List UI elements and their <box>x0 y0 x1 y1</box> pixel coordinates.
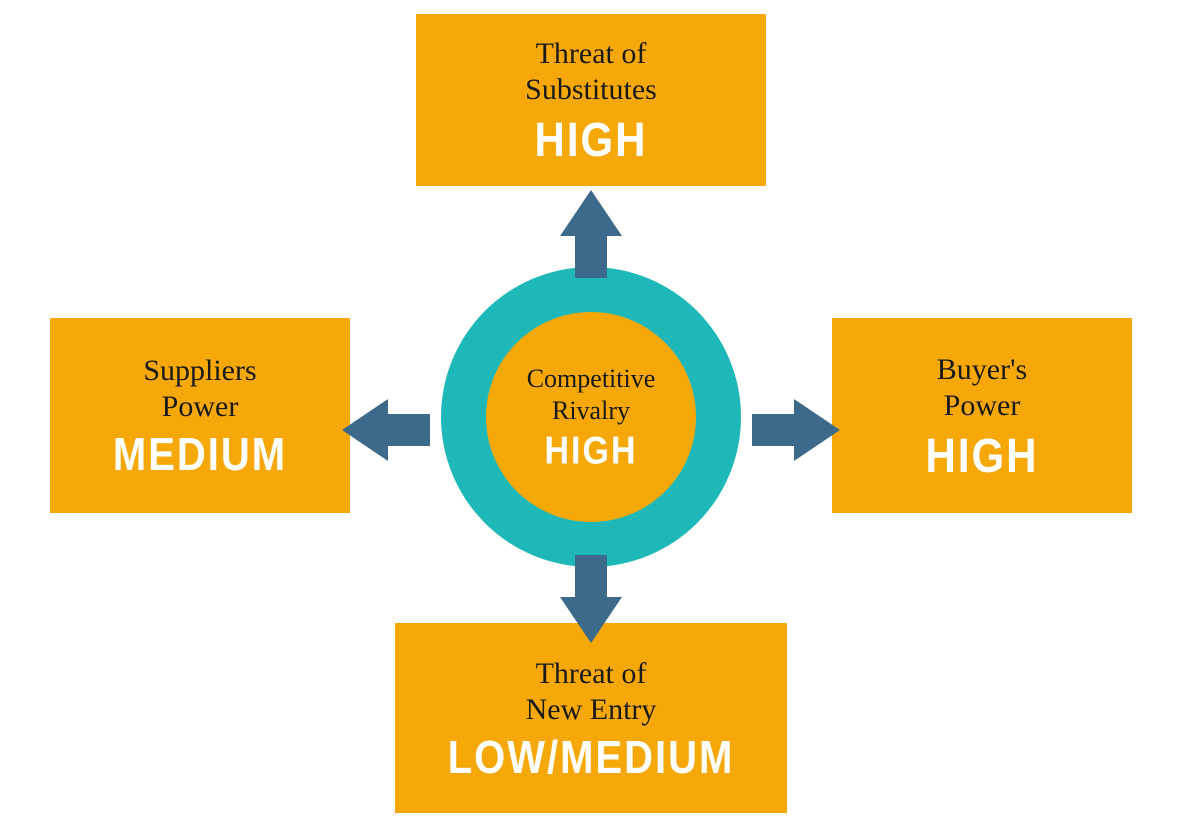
force-top-level: HIGH <box>535 112 648 167</box>
force-bottom-title-line1: Threat of <box>536 657 647 690</box>
force-bottom-title: Threat of New Entry <box>526 656 657 728</box>
force-right-level: HIGH <box>926 428 1039 483</box>
center-force: Competitive Rivalry HIGH <box>486 312 696 522</box>
force-left-title: Suppliers Power <box>143 353 256 425</box>
force-bottom: Threat of New Entry LOW/MEDIUM <box>395 623 787 813</box>
force-bottom-title-line2: New Entry <box>526 693 657 726</box>
center-level: HIGH <box>545 429 638 474</box>
force-right: Buyer's Power HIGH <box>832 318 1132 513</box>
center-title: Competitive Rivalry <box>527 363 656 425</box>
force-left-title-line1: Suppliers <box>143 354 256 387</box>
arrow-left-icon <box>342 399 430 461</box>
force-bottom-level: LOW/MEDIUM <box>448 732 735 784</box>
force-left-title-line2: Power <box>162 390 239 423</box>
force-top-title: Threat of Substitutes <box>525 36 657 108</box>
center-title-line1: Competitive <box>527 364 656 393</box>
force-right-title-line1: Buyer's <box>937 353 1027 386</box>
force-top: Threat of Substitutes HIGH <box>416 14 766 186</box>
arrow-right-icon <box>752 399 840 461</box>
force-top-title-line1: Threat of <box>536 37 647 70</box>
force-right-title: Buyer's Power <box>937 352 1027 424</box>
force-right-title-line2: Power <box>944 389 1021 422</box>
force-left: Suppliers Power MEDIUM <box>50 318 350 513</box>
force-top-title-line2: Substitutes <box>525 73 657 106</box>
arrow-bottom-icon <box>560 555 622 643</box>
arrow-top-icon <box>560 190 622 278</box>
force-left-level: MEDIUM <box>113 430 287 482</box>
center-title-line2: Rivalry <box>552 396 630 425</box>
